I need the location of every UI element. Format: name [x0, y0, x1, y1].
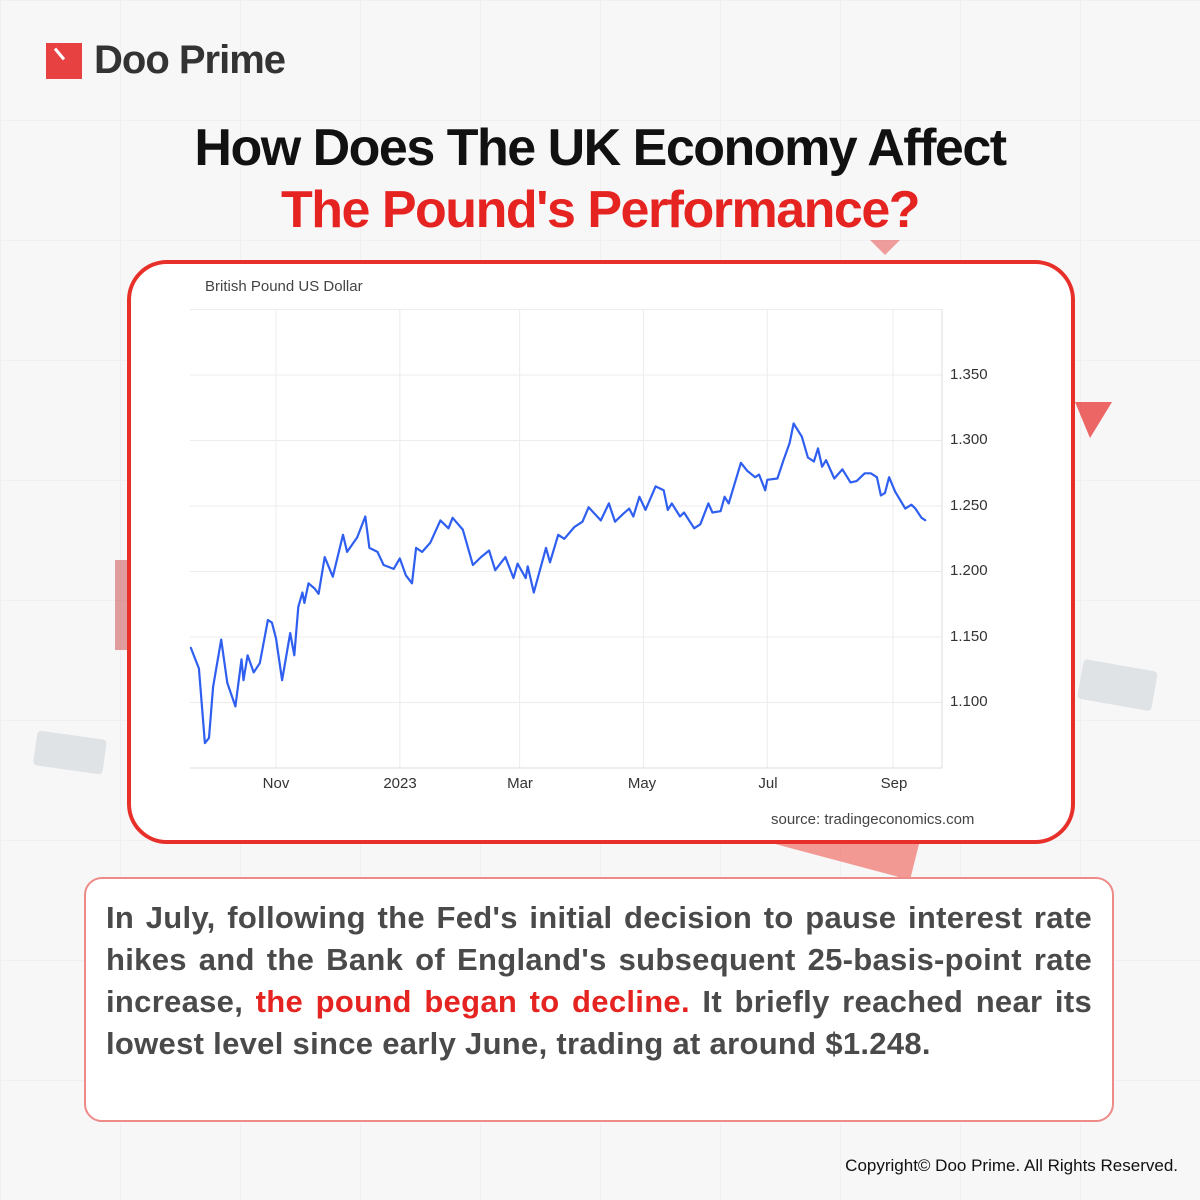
- x-tick-label: Jul: [758, 775, 778, 792]
- chart-card: [127, 260, 1075, 844]
- headline-line1: How Does The UK Economy Affect: [194, 119, 1007, 177]
- logo-text: Doo Prime: [94, 38, 286, 82]
- x-tick-label: May: [627, 775, 657, 792]
- y-tick-label: 1.100: [950, 693, 988, 710]
- y-tick-label: 1.350: [950, 366, 988, 383]
- description-highlight: the pound began to decline.: [255, 984, 690, 1019]
- headline-line2: The Pound's Performance?: [280, 181, 921, 239]
- x-tick-label: Nov: [262, 775, 290, 792]
- x-tick-label: Mar: [507, 775, 533, 792]
- x-tick-label: 2023: [383, 775, 417, 792]
- description-text-part: In July, following the Fed's initial dec…: [106, 900, 1092, 1019]
- y-tick-label: 1.200: [950, 562, 988, 579]
- y-tick-label: 1.300: [950, 431, 988, 448]
- doo-prime-logo: Doo Prime: [46, 38, 286, 83]
- logo-mark-icon: [46, 42, 82, 79]
- x-tick-label: Sep: [880, 775, 908, 792]
- chart-source: source: tradingeconomics.com: [771, 811, 975, 828]
- description-text: In July, following the Fed's initial dec…: [106, 897, 1092, 1065]
- chart-title: British Pound US Dollar: [205, 278, 363, 295]
- description-box: In July, following the Fed's initial dec…: [84, 877, 1114, 1122]
- y-tick-label: 1.250: [950, 497, 988, 514]
- y-tick-label: 1.150: [950, 628, 988, 645]
- copyright: Copyright© Doo Prime. All Rights Reserve…: [845, 1156, 1178, 1175]
- description-text-part: It briefly reached near its lowest level…: [106, 984, 1092, 1061]
